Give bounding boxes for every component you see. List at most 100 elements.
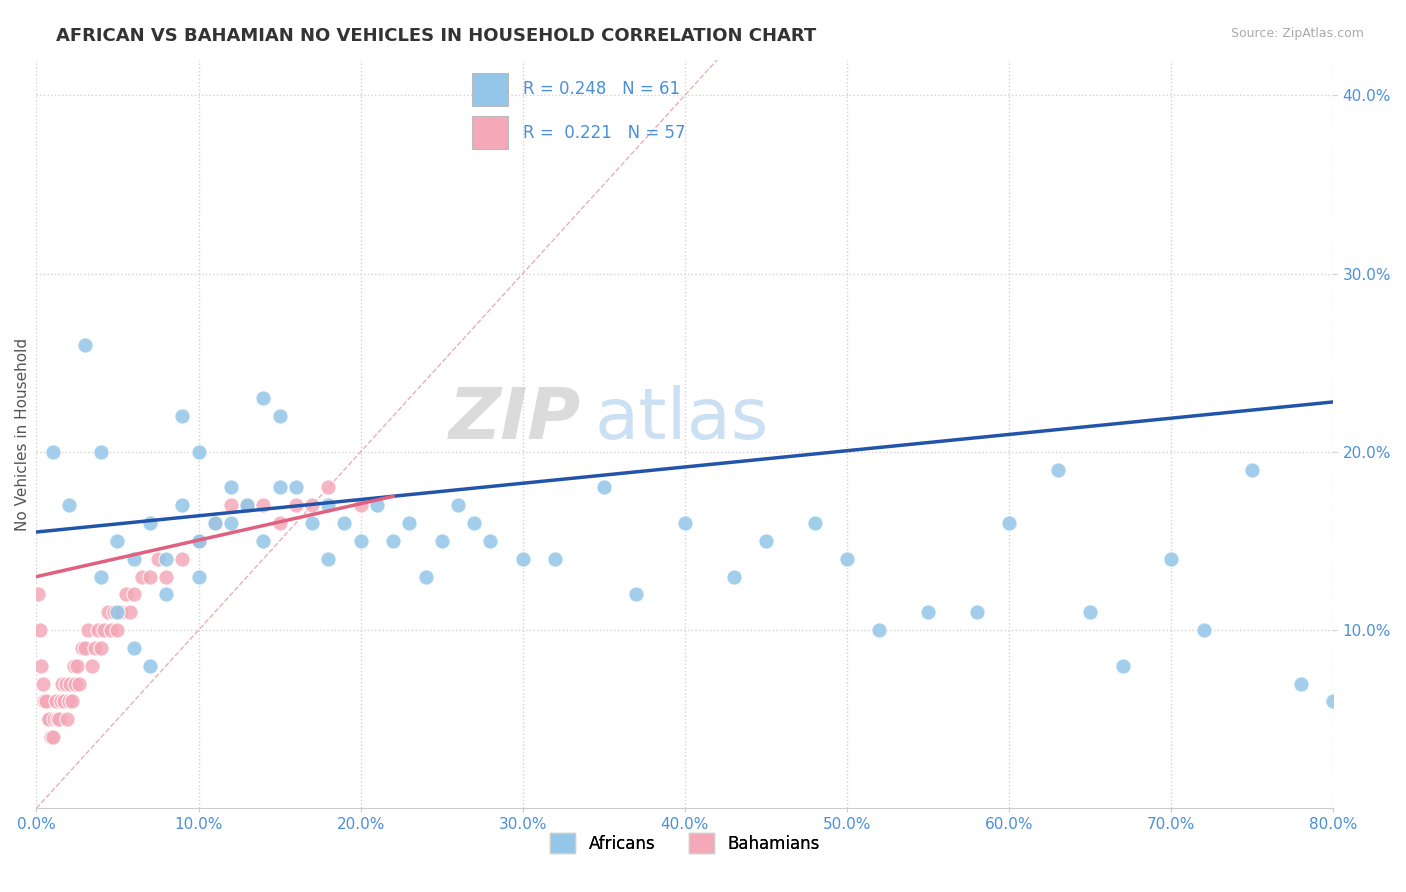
Point	[204, 516, 226, 530]
Text: ZIP: ZIP	[449, 384, 581, 453]
Point	[1322, 694, 1344, 708]
Point	[155, 569, 177, 583]
Point	[34, 694, 56, 708]
Point	[80, 658, 103, 673]
Point	[45, 694, 67, 708]
Point	[350, 498, 373, 512]
Point	[463, 516, 485, 530]
Point	[998, 516, 1021, 530]
Point	[100, 623, 122, 637]
Point	[187, 533, 209, 548]
Text: Source: ZipAtlas.com: Source: ZipAtlas.com	[1230, 27, 1364, 40]
Point	[398, 516, 420, 530]
Point	[316, 480, 339, 494]
Point	[59, 676, 82, 690]
Point	[65, 676, 87, 690]
Point	[48, 712, 70, 726]
Point	[60, 694, 83, 708]
Point	[122, 551, 145, 566]
Point	[67, 676, 90, 690]
Point	[93, 623, 115, 637]
Point	[366, 498, 388, 512]
Point	[122, 640, 145, 655]
Point	[62, 658, 84, 673]
Point	[284, 480, 307, 494]
Point	[869, 623, 891, 637]
Point	[1046, 463, 1069, 477]
Point	[755, 533, 778, 548]
Point	[31, 676, 53, 690]
Point	[252, 392, 274, 406]
Point	[301, 498, 323, 512]
Point	[66, 658, 89, 673]
Point	[284, 498, 307, 512]
Point	[107, 533, 129, 548]
Point	[56, 712, 79, 726]
Point	[301, 516, 323, 530]
Point	[27, 587, 49, 601]
Point	[139, 569, 162, 583]
Point	[430, 533, 453, 548]
Point	[917, 605, 939, 619]
Point	[204, 516, 226, 530]
Point	[187, 569, 209, 583]
Point	[139, 658, 162, 673]
Point	[90, 569, 112, 583]
Point	[90, 640, 112, 655]
Point	[52, 694, 75, 708]
Point	[673, 516, 696, 530]
Point	[219, 480, 242, 494]
Point	[90, 445, 112, 459]
Text: AFRICAN VS BAHAMIAN NO VEHICLES IN HOUSEHOLD CORRELATION CHART: AFRICAN VS BAHAMIAN NO VEHICLES IN HOUSE…	[56, 27, 817, 45]
Legend: Africans, Bahamians: Africans, Bahamians	[544, 826, 827, 860]
Point	[626, 587, 648, 601]
Point	[382, 533, 405, 548]
Point	[83, 640, 105, 655]
Point	[107, 605, 129, 619]
Point	[187, 533, 209, 548]
Point	[252, 498, 274, 512]
Point	[46, 712, 69, 726]
Point	[1078, 605, 1101, 619]
Point	[252, 533, 274, 548]
Point	[110, 605, 132, 619]
Point	[107, 623, 129, 637]
Point	[803, 516, 825, 530]
Point	[236, 498, 259, 512]
Point	[1112, 658, 1135, 673]
Point	[114, 587, 136, 601]
Point	[316, 498, 339, 512]
Point	[139, 516, 162, 530]
Point	[41, 730, 63, 744]
Point	[1241, 463, 1264, 477]
Point	[30, 658, 52, 673]
Point	[544, 551, 567, 566]
Point	[219, 516, 242, 530]
Point	[219, 498, 242, 512]
Point	[146, 551, 169, 566]
Point	[350, 533, 373, 548]
Point	[28, 623, 51, 637]
Point	[44, 712, 66, 726]
Text: atlas: atlas	[595, 384, 769, 453]
Point	[269, 480, 291, 494]
Point	[512, 551, 534, 566]
Point	[316, 551, 339, 566]
Point	[41, 445, 63, 459]
Point	[77, 623, 100, 637]
Point	[835, 551, 858, 566]
Point	[37, 712, 59, 726]
Point	[58, 694, 80, 708]
Point	[966, 605, 988, 619]
Point	[1160, 551, 1182, 566]
Point	[269, 409, 291, 424]
Point	[55, 676, 77, 690]
Point	[236, 498, 259, 512]
Point	[131, 569, 153, 583]
Point	[1192, 623, 1215, 637]
Point	[49, 694, 72, 708]
Point	[58, 498, 80, 512]
Point	[1289, 676, 1312, 690]
Point	[39, 730, 62, 744]
Point	[155, 551, 177, 566]
